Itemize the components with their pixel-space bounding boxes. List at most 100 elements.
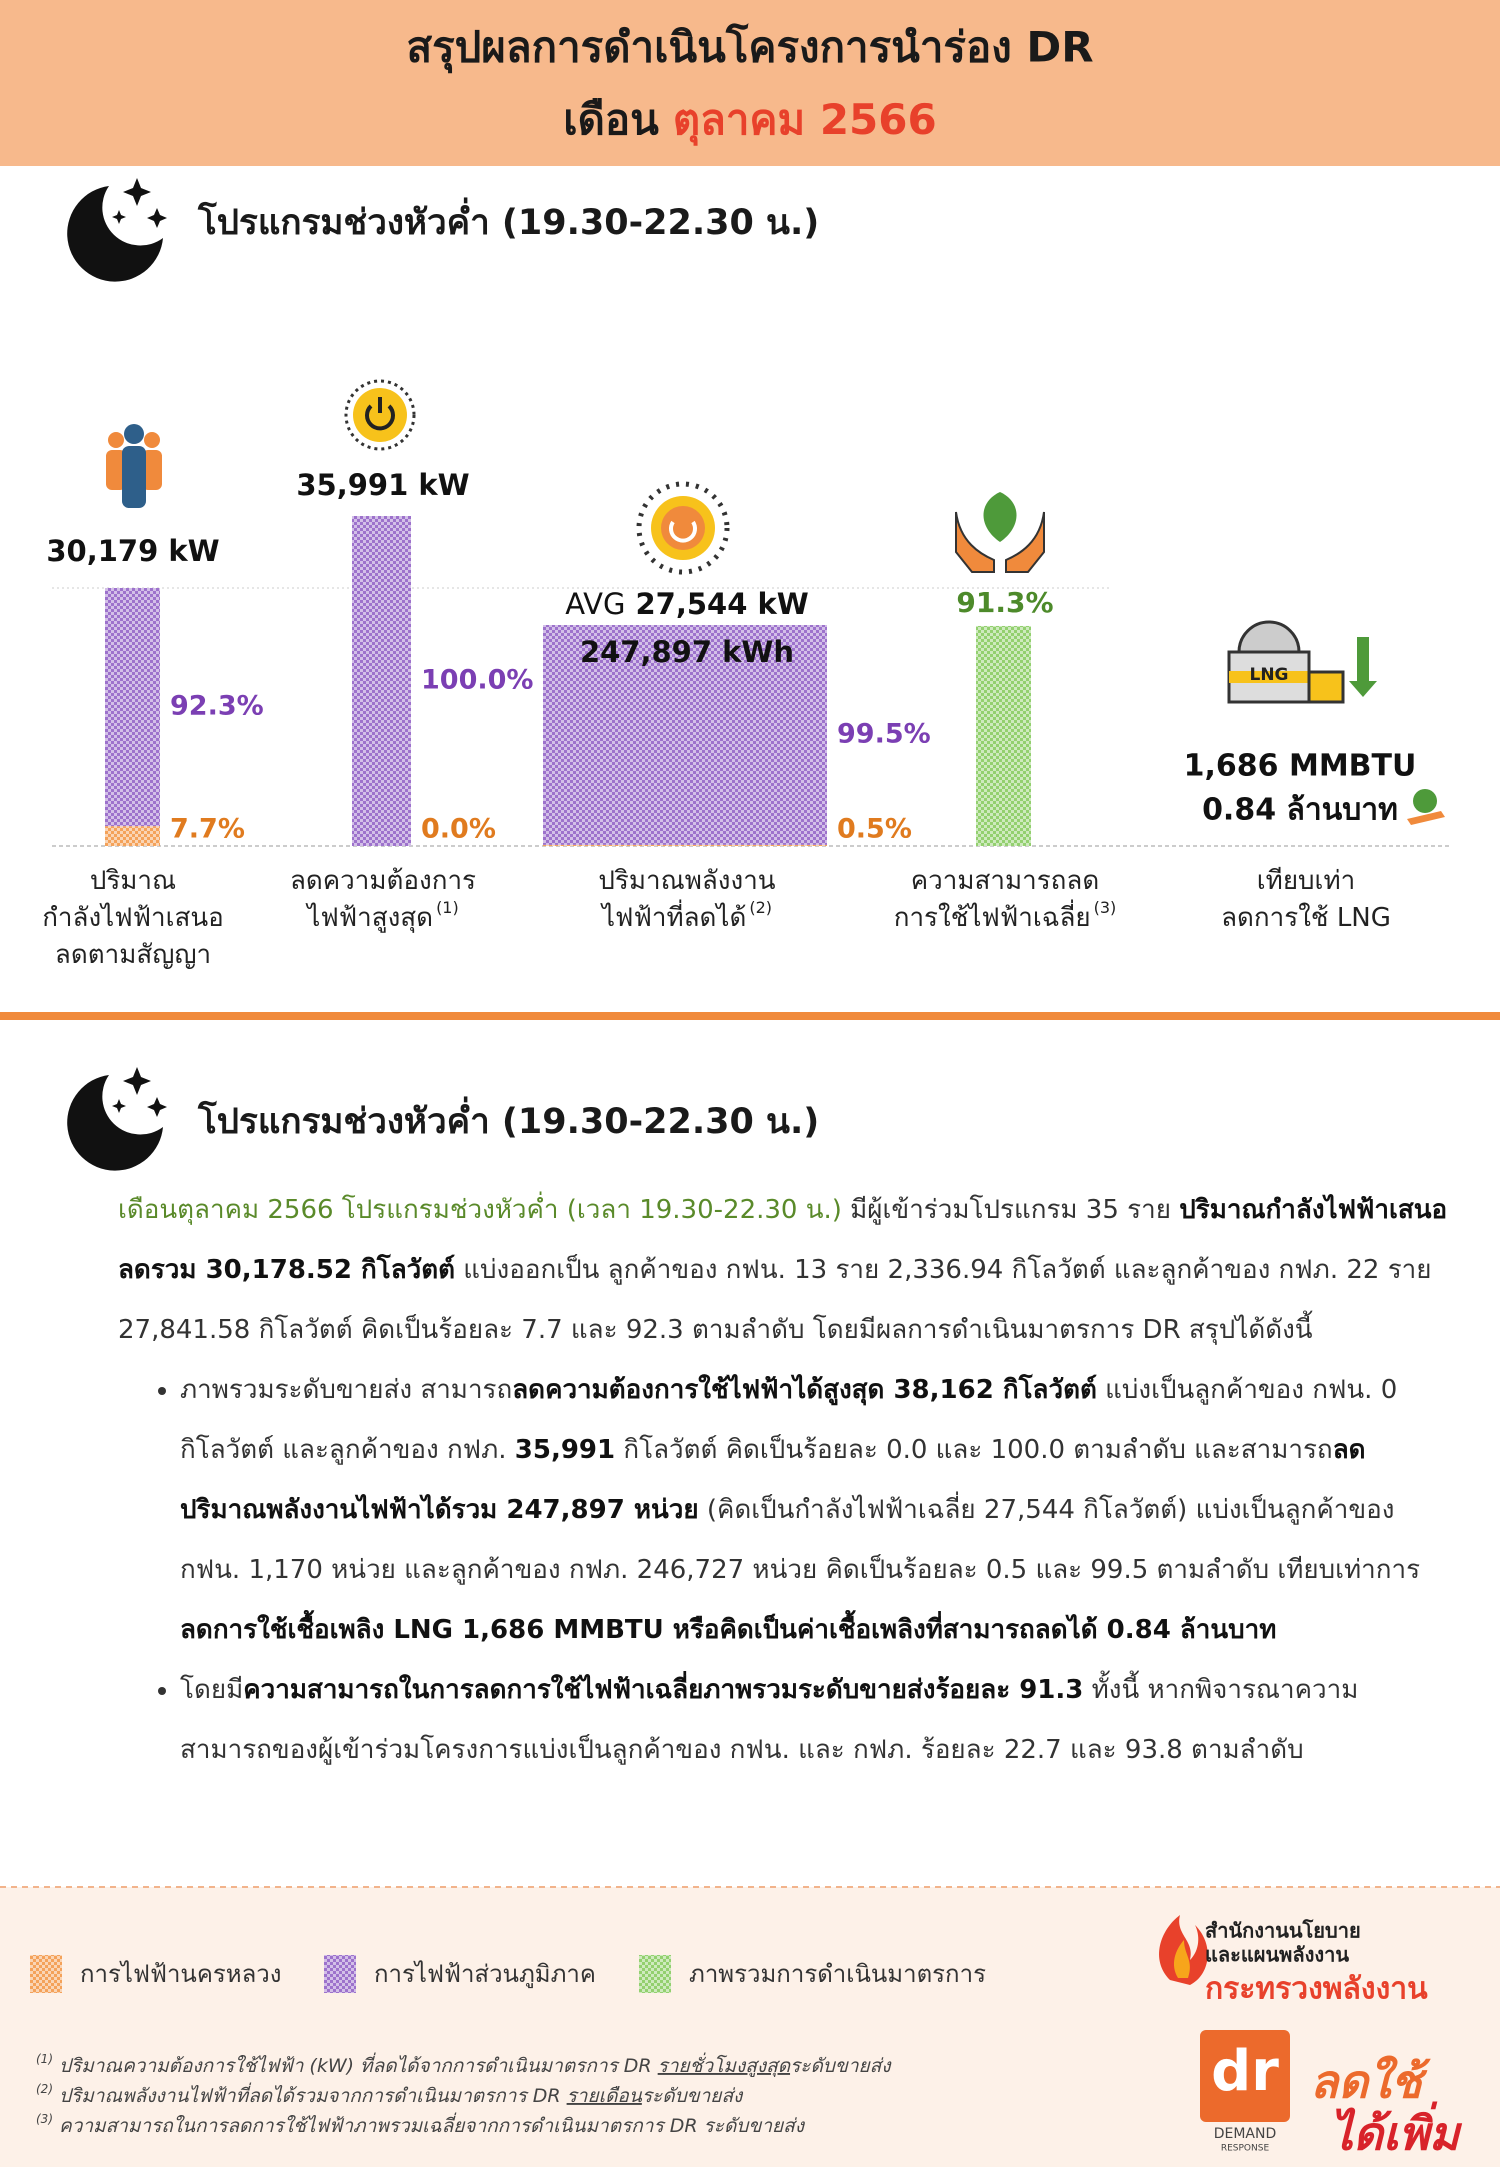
people-icon-part	[108, 432, 124, 448]
value-label: 35,991 kW	[296, 468, 469, 502]
caption: ปริมาณพลังงาน	[598, 866, 775, 896]
footnote-text: ปริมาณพลังงานไฟฟ้าที่ลดได้รวมจากการดำเนิ…	[59, 2082, 567, 2107]
text-run: ปริมาณกำลังไฟฟ้าเสนอลดรวม 30,178.52 กิโล…	[118, 1195, 1448, 1285]
bar-segment	[352, 516, 411, 846]
caption: ไฟฟ้าสูงสุด (1)	[305, 898, 458, 933]
caption-text: ลดความต้องการ	[290, 866, 476, 896]
lng-icon-part	[1307, 670, 1345, 704]
moon-icon-part	[112, 1099, 126, 1113]
percent-label: 7.7%	[170, 814, 245, 845]
percent-label: 0.0%	[421, 814, 496, 845]
footnote-text: ความสามารถในการลดการใช้ไฟฟ้าภาพรวมเฉลี่ย…	[59, 2112, 806, 2137]
divider	[0, 1012, 1500, 1020]
moon-icon-part	[123, 178, 151, 206]
month: ตุลาคม 2566	[673, 95, 937, 146]
bullet-list: ภาพรวมระดับขายส่ง สามารถลดความต้องการใช้…	[118, 1360, 1448, 1780]
footnote-text: รายชั่วโมงสูงสุด	[658, 2052, 792, 2077]
section-title: โปรแกรมช่วงหัวค่ำ (19.30-22.30 น.)	[197, 197, 819, 243]
power-icon	[344, 379, 416, 451]
caption-note: (2)	[749, 898, 772, 917]
money-icon	[1407, 789, 1445, 825]
dr-sub: RESPONSE	[1221, 2144, 1270, 2154]
caption: ลดตามสัญญา	[55, 940, 211, 970]
details: เดือนตุลาคม 2566 โปรแกรมช่วงหัวค่ำ (เวลา…	[118, 1180, 1448, 1780]
text-run: ความสามารถในการลดการใช้ไฟฟ้าเฉลี่ยภาพรวม…	[243, 1675, 1084, 1705]
power-icon-part	[353, 388, 407, 442]
people-icon-part	[106, 450, 126, 490]
caption-text: ลดการใช้ LNG	[1221, 903, 1391, 933]
plant-icon-part	[955, 511, 995, 573]
text-run: แบ่งเป็นลูกค้าของ กฟน. 0 กิโลวัตต์ และลู…	[180, 1375, 1398, 1465]
percent-label: 91.3%	[956, 586, 1053, 619]
footnote-mark: (3)	[36, 2112, 53, 2126]
sun-icon	[636, 481, 730, 575]
dr-logo	[1200, 2030, 1290, 2122]
footnote-text: ปริมาณความต้องการใช้ไฟฟ้า (kW) ที่ลดได้จ…	[59, 2052, 658, 2077]
moon-icon	[67, 178, 167, 282]
footnote-mark: (2)	[36, 2082, 53, 2096]
legend-swatch	[324, 1955, 356, 1993]
money-icon-part	[1413, 789, 1437, 813]
footnote: (3) ความสามารถในการลดการใช้ไฟฟ้าภาพรวมเฉล…	[36, 2112, 806, 2137]
moon-icon-part	[147, 1097, 167, 1117]
legend-label: ภาพรวมการดำเนินมาตรการ	[689, 1960, 986, 1988]
ministry-line: กระทรวงพลังงาน	[1205, 1972, 1428, 2007]
bar-segment	[543, 625, 827, 845]
footnote: (1) ปริมาณความต้องการใช้ไฟฟ้า (kW) ที่ลดไ…	[36, 2052, 892, 2077]
money-icon-part	[1407, 811, 1445, 825]
power-icon-part	[365, 404, 395, 431]
slogan: ได้เพิ่ม	[1330, 2101, 1463, 2161]
moon-icon-part	[67, 186, 163, 282]
text-run: โดยมี	[180, 1675, 244, 1705]
lng-icon-part	[1349, 637, 1377, 697]
caption-text: ลดตามสัญญา	[55, 940, 211, 970]
plant-icon-part	[983, 492, 1017, 542]
lng-line: 0.84 ล้านบาท	[1202, 793, 1398, 828]
percent-label: 99.5%	[837, 718, 931, 749]
footnote: (2) ปริมาณพลังงานไฟฟ้าที่ลดได้รวมจากการดำ…	[36, 2082, 744, 2107]
ministry-logo	[1159, 1915, 1208, 1985]
caption: ลดความต้องการ	[290, 866, 476, 896]
lng-icon-label: LNG	[1249, 665, 1288, 685]
ministry-line: สำนักงานนโยบาย	[1205, 1919, 1361, 1943]
caption: กำลังไฟฟ้าเสนอ	[42, 902, 224, 933]
moon-icon-part	[147, 208, 167, 228]
text-run: เดือนตุลาคม 2566 โปรแกรมช่วงหัวค่ำ (เวลา…	[118, 1195, 842, 1225]
sun-icon-part	[669, 520, 697, 543]
legend-swatch	[639, 1955, 671, 1993]
paragraph: เดือนตุลาคม 2566 โปรแกรมช่วงหัวค่ำ (เวลา…	[118, 1180, 1448, 1360]
text-run: ทั้งนี้ หากพิจารณาความสามารถของผู้เข้าร่…	[180, 1675, 1359, 1765]
month-prefix: เดือน	[563, 95, 659, 144]
caption-text: กำลังไฟฟ้าเสนอ	[42, 902, 224, 933]
text-run: ภาพรวมระดับขายส่ง สามารถ	[180, 1375, 513, 1405]
text-run: 35,991	[514, 1435, 616, 1465]
value-label: 30,179 kW	[46, 534, 219, 568]
people-icon	[106, 424, 162, 508]
text-run: ลดปริมาณพลังงานไฟฟ้าได้รวม 247,897 หน่วย	[180, 1435, 1366, 1525]
people-icon-part	[144, 432, 160, 448]
bar-segment	[105, 826, 160, 846]
caption: ความสามารถลด	[911, 866, 1099, 896]
power-icon-part	[344, 379, 416, 451]
dr-logo-part	[1200, 2030, 1290, 2122]
text-run: ลดการใช้เชื้อเพลิง LNG 1,686 MMBTU หรือค…	[180, 1615, 1277, 1645]
sun-icon-part	[636, 481, 730, 575]
moon-icon-part	[123, 1067, 151, 1095]
lng-icon-part	[1237, 620, 1301, 654]
ministry-logo-part	[1173, 1940, 1190, 1978]
caption-text: ปริมาณ	[90, 866, 176, 896]
percent-label: 92.3%	[170, 691, 264, 722]
legend-label: การไฟฟ้านครหลวง	[80, 1960, 282, 1988]
caption-note: (1)	[436, 898, 459, 917]
caption: ไฟฟ้าที่ลดได้ (2)	[600, 898, 772, 933]
percent-label: 0.5%	[837, 814, 912, 845]
lng-icon	[1227, 620, 1377, 704]
bar-segment	[543, 844, 827, 846]
slogan: ลดใช้	[1310, 2055, 1431, 2109]
footnote-text: รายเดือน	[567, 2085, 643, 2107]
caption-text: ไฟฟ้าที่ลดได้	[600, 899, 746, 933]
dr-sub: DEMAND	[1214, 2126, 1277, 2142]
ministry-line: และแผนพลังงาน	[1205, 1943, 1349, 1967]
